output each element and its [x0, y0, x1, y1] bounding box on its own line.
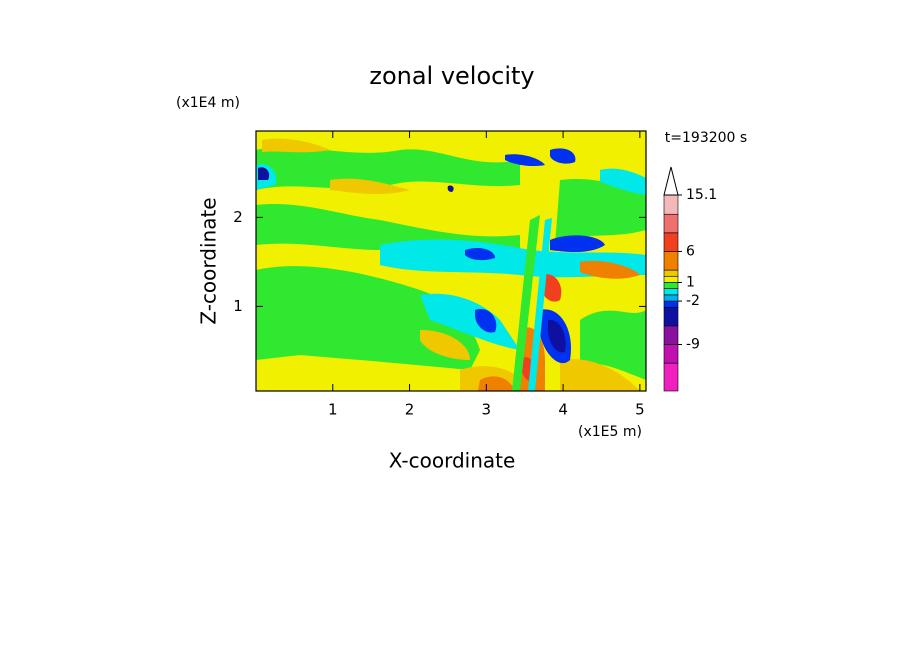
colorbar-segment	[663, 213, 679, 234]
colorbar-tick-label: 6	[686, 243, 695, 259]
plot-frame	[255, 130, 647, 392]
x-tick-label: 2	[405, 401, 415, 419]
colorbar-segment	[663, 344, 679, 364]
colorbar-tick-label: -2	[686, 293, 700, 309]
colorbar-extend	[663, 166, 679, 196]
time-label: t=193200 s	[665, 130, 747, 146]
y-unit: (x1E4 m)	[176, 95, 240, 111]
colorbar-segment	[663, 282, 679, 289]
colorbar-segment	[663, 306, 679, 327]
colorbar-tick-label: 15.1	[686, 187, 717, 203]
x-tick-label: 3	[482, 401, 492, 419]
colorbar-segment	[663, 294, 679, 302]
colorbar-segment	[663, 232, 679, 252]
colorbar-segment	[663, 275, 679, 283]
colorbar-tick-label: -9	[686, 336, 700, 352]
colorbar-segment	[663, 325, 679, 345]
colorbar-segment	[663, 269, 679, 277]
chart-title: zonal velocity	[369, 62, 534, 90]
x-tick-label: 4	[558, 401, 568, 419]
y-tick-label: 1	[233, 297, 243, 315]
colorbar-tick-label: 1	[686, 274, 695, 290]
x-tick-label: 1	[328, 401, 338, 419]
contour-field	[256, 131, 646, 391]
x-unit: (x1E5 m)	[578, 424, 642, 440]
y-axis-label: Z-coordinate	[197, 197, 221, 324]
y-tick-label: 2	[233, 208, 243, 226]
colorbar-segment	[663, 194, 679, 215]
colorbar-segment	[663, 251, 679, 271]
colorbar-segment	[663, 288, 679, 296]
colorbar-segment	[663, 300, 679, 308]
x-tick-label: 5	[635, 401, 645, 419]
x-axis-label: X-coordinate	[389, 449, 516, 473]
colorbar-segment	[663, 362, 679, 392]
